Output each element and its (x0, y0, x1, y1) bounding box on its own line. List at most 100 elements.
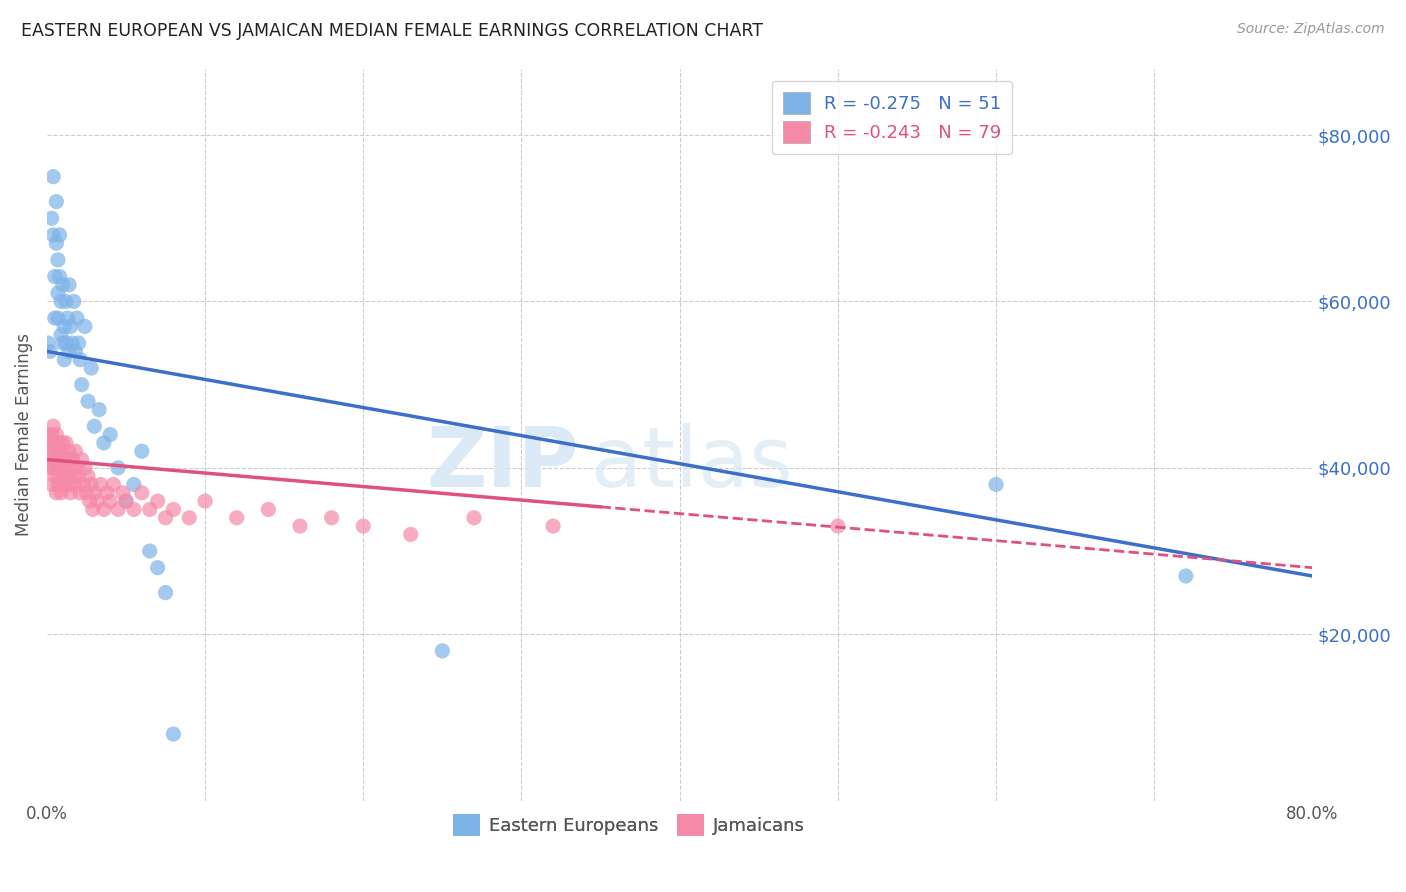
Point (87, 402, 110, 417)
Point (98, 494, 121, 508)
Point (41, 211, 63, 226)
Point (37, 336, 59, 351)
Point (138, 544, 160, 558)
Point (44, 311, 66, 326)
Legend: Eastern Europeans, Jamaicans: Eastern Europeans, Jamaicans (446, 806, 813, 843)
Point (1174, 569, 1197, 583)
Point (60, 336, 83, 351)
Point (52, 460, 75, 475)
Point (162, 502, 184, 516)
Point (49, 485, 72, 500)
Point (52, 336, 75, 351)
Point (463, 510, 485, 524)
Point (96, 485, 118, 500)
Point (49, 327, 72, 342)
Point (41, 452, 63, 467)
Point (48, 227, 70, 242)
Point (59, 460, 82, 475)
Point (70, 377, 93, 392)
Point (67, 336, 90, 351)
Point (432, 644, 454, 658)
Point (59, 319, 82, 334)
Point (53, 452, 76, 467)
Point (52, 277, 75, 292)
Point (83, 419, 105, 434)
Point (60, 452, 83, 467)
Point (67, 469, 90, 483)
Point (69, 485, 91, 500)
Point (138, 502, 160, 516)
Point (321, 510, 343, 524)
Point (65, 344, 87, 359)
Point (42, 227, 65, 242)
Point (73, 460, 96, 475)
Point (115, 494, 138, 508)
Point (42, 419, 65, 434)
Point (45, 236, 67, 251)
Point (55, 294, 77, 309)
Point (352, 519, 374, 533)
Point (46, 477, 69, 491)
Point (49, 444, 72, 458)
Point (52, 477, 75, 491)
Point (59, 485, 82, 500)
Text: EASTERN EUROPEAN VS JAMAICAN MEDIAN FEMALE EARNINGS CORRELATION CHART: EASTERN EUROPEAN VS JAMAICAN MEDIAN FEMA… (21, 22, 763, 40)
Point (98, 427, 121, 442)
Point (107, 460, 129, 475)
Point (45, 452, 67, 467)
Point (46, 286, 69, 301)
Point (37, 427, 59, 442)
Point (44, 269, 66, 284)
Point (107, 502, 129, 516)
Point (44, 469, 66, 483)
Point (46, 444, 69, 458)
Point (66, 311, 89, 326)
Y-axis label: Median Female Earnings: Median Female Earnings (15, 333, 32, 536)
Point (52, 436, 75, 450)
Point (541, 519, 564, 533)
Point (79, 494, 101, 508)
Point (45, 485, 67, 500)
Point (42, 444, 65, 458)
Point (80, 477, 103, 491)
Point (86, 494, 108, 508)
Point (37, 444, 59, 458)
Point (131, 485, 153, 500)
Point (48, 269, 70, 284)
Point (46, 252, 69, 267)
Point (49, 294, 72, 309)
Point (65, 444, 87, 458)
Point (75, 485, 97, 500)
Point (58, 444, 80, 458)
Point (984, 477, 1007, 491)
Point (41, 427, 63, 442)
Point (827, 519, 849, 533)
Point (35, 436, 58, 450)
Point (53, 319, 76, 334)
Point (55, 477, 77, 491)
Point (48, 436, 70, 450)
Point (399, 527, 422, 541)
Point (39, 344, 62, 359)
Point (73, 319, 96, 334)
Point (48, 452, 70, 467)
Point (62, 469, 84, 483)
Point (93, 502, 115, 516)
Point (131, 444, 153, 458)
Point (45, 427, 67, 442)
Point (58, 477, 80, 491)
Point (56, 469, 79, 483)
Point (42, 460, 65, 475)
Point (53, 352, 76, 367)
Point (146, 560, 169, 574)
Point (44, 436, 66, 450)
Point (225, 510, 247, 524)
Point (288, 519, 311, 533)
Point (155, 585, 177, 599)
Text: atlas: atlas (591, 424, 793, 504)
Point (39, 436, 62, 450)
Point (53, 469, 76, 483)
Point (90, 477, 112, 491)
Point (162, 727, 184, 741)
Point (146, 494, 169, 508)
